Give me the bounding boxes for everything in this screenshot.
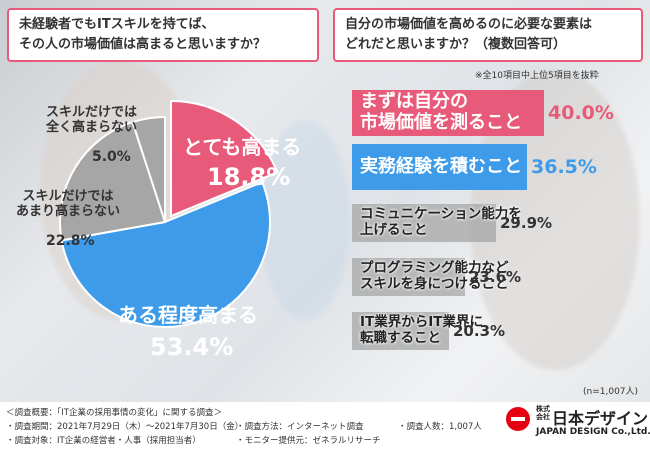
pie-slice-2 bbox=[59, 120, 167, 242]
bar-3 bbox=[352, 258, 465, 296]
bar-label-3-line-1: スキルを身につけること bbox=[360, 275, 509, 292]
left-question-line1: 未経験者でもITスキルを持てば、 bbox=[19, 17, 215, 32]
bar-label-1-line-0: 実務経験を積むこと bbox=[360, 155, 522, 177]
survey-count: ・調査人数：1,007人 bbox=[398, 422, 482, 432]
company-name-jp: 日本デザイン bbox=[552, 409, 649, 428]
company-prefix: 株式会社 bbox=[536, 405, 550, 421]
bar-label-2: コミュニケーション能力を 上げること bbox=[360, 207, 522, 238]
bar-label-2-line-0: コミュニケーション能力を bbox=[360, 206, 522, 223]
pie-value-label-3: 5.0% bbox=[92, 149, 131, 165]
pie-label-category-0: とても高まる bbox=[183, 135, 302, 159]
pie-category-3-line1: スキルだけでは bbox=[46, 105, 138, 120]
bar-label-0: まずは自分の 市場価値を測ること bbox=[360, 92, 522, 133]
pie-value-label-0: 18.8% bbox=[207, 163, 291, 191]
bar-label-3-line-0: プログラミング能力など bbox=[360, 260, 509, 277]
pie-label-category-1: ある程度高まる bbox=[118, 303, 258, 327]
top-note: ※全10項目中上位5項目を抜粋 bbox=[475, 71, 599, 81]
bar-label-1: 実務経験を積むこと bbox=[360, 155, 522, 178]
sample-size-note: (n=1,007人) bbox=[583, 387, 639, 397]
bar-value-label-3: 23.6% bbox=[469, 268, 522, 286]
bar-label-3: プログラミング能力など スキルを身につけること bbox=[360, 261, 509, 292]
right-question-line1: 自分の市場価値を高めるのに必要な要素は bbox=[345, 17, 593, 32]
pie-value-label-2: 22.8% bbox=[46, 233, 95, 249]
pie-slice-3 bbox=[131, 115, 166, 223]
survey-title: ＜調査概要：「IT企業の採用事情の変化」に関する調査＞ bbox=[6, 408, 222, 418]
bar-0 bbox=[352, 90, 544, 136]
bar-label-0-line-0: まずは自分の bbox=[360, 91, 468, 113]
bar-label-2-line-1: 上げること bbox=[360, 221, 428, 238]
pie-category-2-line2: あまり高まらない bbox=[16, 203, 121, 219]
pie-slice-0 bbox=[170, 99, 279, 218]
pie-category-3-line2: 全く高まらない bbox=[46, 119, 138, 135]
bar-4 bbox=[352, 312, 449, 350]
bar-1 bbox=[352, 144, 527, 190]
company-logo-icon bbox=[506, 407, 530, 431]
bar-2 bbox=[352, 204, 496, 242]
company-name-en: JAPAN DESIGN Co.,Ltd. bbox=[536, 427, 650, 437]
survey-target: ・調査対象：IT企業の経営者・人事（採用担当者） bbox=[6, 436, 201, 446]
background-shape bbox=[260, 120, 350, 320]
bar-label-4-line-0: IT業界からIT業界に bbox=[360, 314, 483, 331]
right-question-line2: どれだと思いますか？（複数回答可） bbox=[345, 37, 567, 52]
right-question-box: 自分の市場価値を高めるのに必要な要素は どれだと思いますか？（複数回答可） bbox=[333, 8, 643, 62]
bar-label-0-line-1: 市場価値を測ること bbox=[360, 111, 522, 133]
bar-value-label-4: 20.3% bbox=[453, 322, 506, 340]
bar-value-label-0: 40.0% bbox=[548, 101, 614, 124]
bar-label-4: IT業界からIT業界に 転職すること bbox=[360, 315, 483, 346]
bar-value-label-1: 36.5% bbox=[531, 155, 597, 178]
pie-slice-1 bbox=[60, 180, 271, 328]
pie-label-category-2: スキルだけでは あまり高まらない bbox=[16, 189, 121, 220]
survey-period: ・調査期間：2021年7月29日（木）〜2021年7月30日（金） bbox=[6, 422, 244, 432]
footer: ＜調査概要：「IT企業の採用事情の変化」に関する調査＞ ・調査期間：2021年7… bbox=[0, 402, 650, 450]
bar-label-4-line-1: 転職すること bbox=[360, 329, 441, 346]
pie-category-2-line1: スキルだけでは bbox=[22, 189, 114, 204]
bar-value-label-2: 29.9% bbox=[500, 214, 553, 232]
pie-label-category-3: スキルだけでは 全く高まらない bbox=[46, 105, 138, 136]
survey-method: ・調査方法：インターネット調査 bbox=[236, 422, 364, 432]
survey-provider: ・モニター提供元：ゼネラルリサーチ bbox=[236, 436, 381, 446]
left-question-box: 未経験者でもITスキルを持てば、 その人の市場価値は高まると思いますか？ bbox=[7, 8, 319, 62]
pie-value-label-1: 53.4% bbox=[150, 333, 234, 361]
left-question-line2: その人の市場価値は高まると思いますか？ bbox=[19, 37, 267, 52]
